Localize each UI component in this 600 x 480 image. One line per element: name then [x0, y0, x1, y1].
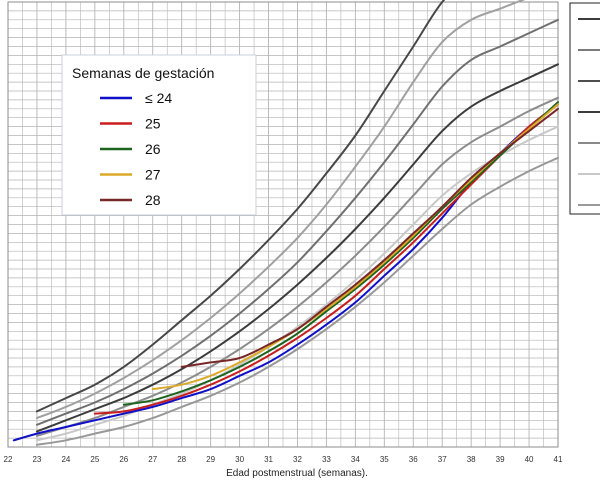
legend-label: 27 [145, 167, 161, 183]
series-line-3 [122, 101, 559, 406]
reference-curve-4 [35, 63, 559, 433]
legend-title: Semanas de gestación [72, 65, 214, 81]
x-tick-label: 35 [380, 455, 389, 464]
x-tick-label: 33 [322, 455, 331, 464]
x-tick-label: 37 [438, 455, 447, 464]
x-axis-ticks: 22 23 24 25 26 27 28 29 30 31 32 33 34 35 36 37 38 39 40 41 [4, 455, 563, 464]
reference-curve-7 [35, 156, 559, 446]
x-tick-label: 38 [467, 455, 476, 464]
legend-label: 28 [145, 192, 161, 208]
x-tick-label: 30 [235, 455, 244, 464]
reference-curve-2 [35, 0, 526, 420]
x-tick-label: 29 [206, 455, 215, 464]
reference-curve-5 [35, 96, 559, 437]
reference-curve-6 [35, 125, 559, 442]
x-tick-label: 36 [409, 455, 418, 464]
x-tick-label: 22 [4, 455, 13, 464]
legend: Semanas de gestación ≤ 24 25 26 27 28 [61, 54, 257, 216]
x-tick-label: 26 [119, 455, 128, 464]
reference-curve-1 [35, 0, 446, 413]
x-tick-label: 39 [496, 455, 505, 464]
legend-label: ≤ 24 [145, 90, 172, 106]
right-legend-swatches [578, 18, 600, 206]
series-line-2 [93, 103, 559, 415]
x-tick-label: 28 [177, 455, 186, 464]
reference-curve-3 [35, 18, 559, 426]
series-line-5 [180, 107, 559, 368]
legend-box [61, 54, 257, 216]
series-curves [12, 101, 559, 442]
legend-label: 26 [145, 141, 161, 157]
x-tick-label: 32 [293, 455, 302, 464]
x-tick-label: 31 [264, 455, 273, 464]
legend-entries: ≤ 24 25 26 27 28 [100, 90, 172, 208]
x-tick-label: 34 [351, 455, 360, 464]
reference-curves [35, 0, 559, 446]
right-legend-box [569, 2, 600, 215]
x-tick-label: 27 [148, 455, 157, 464]
x-tick-label: 24 [61, 455, 70, 464]
x-tick-label: 40 [525, 455, 534, 464]
legend-label: 25 [145, 116, 161, 132]
plot-frame [7, 1, 559, 448]
right-legend [569, 2, 600, 215]
x-tick-label: 41 [554, 455, 563, 464]
x-tick-label: 25 [90, 455, 99, 464]
x-axis-label: Edad postmenstrual (semanas). [226, 468, 368, 479]
x-tick-label: 23 [32, 455, 41, 464]
